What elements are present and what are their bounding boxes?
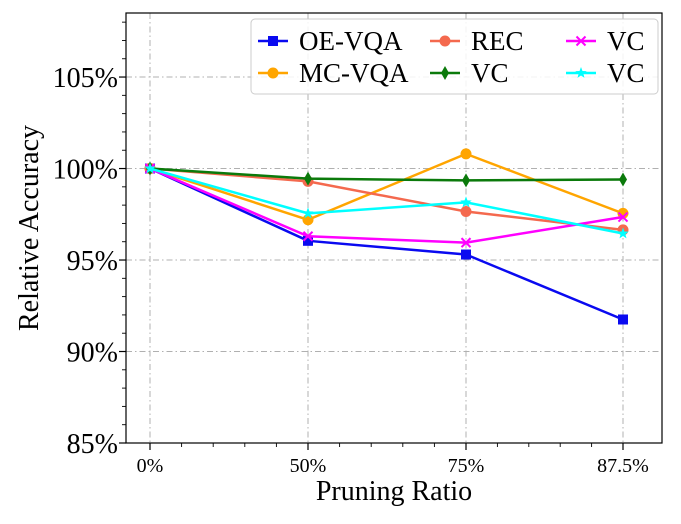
plot-series xyxy=(144,148,629,325)
legend-marker xyxy=(575,35,587,47)
series-line xyxy=(149,167,624,182)
legend-item: OE-VQA xyxy=(258,26,403,56)
legend-item: VC xyxy=(566,58,645,88)
x-tick-label: 87.5% xyxy=(597,455,649,477)
x-tick-label: 50% xyxy=(290,455,327,477)
legend-marker xyxy=(439,35,451,47)
legend-box xyxy=(250,18,659,95)
data-point xyxy=(302,207,314,219)
x-tick-label: 0% xyxy=(137,455,164,477)
data-point xyxy=(303,235,313,246)
legend-item: VC xyxy=(430,58,509,88)
axis-ticks: 0% 50% 75% 87.5% 85% 90% 95% 100% 105% xyxy=(53,21,649,477)
series-line xyxy=(149,167,624,321)
data-point xyxy=(304,171,312,186)
data-point xyxy=(460,206,472,218)
data-point xyxy=(460,237,472,248)
data-point xyxy=(460,148,472,160)
series-line xyxy=(149,167,624,235)
legend-marker xyxy=(268,36,278,46)
data-point xyxy=(617,227,629,239)
x-axis-label: Pruning Ratio xyxy=(316,476,472,507)
data-point xyxy=(144,162,156,174)
legend-label: REC xyxy=(471,26,524,56)
y-tick-label: 105% xyxy=(53,63,118,94)
legend-marker xyxy=(441,66,449,80)
x-tick-label: 75% xyxy=(448,455,485,477)
legend-marker xyxy=(267,67,279,79)
series-5 xyxy=(144,162,629,239)
legend-label: MC-VQA xyxy=(299,58,409,88)
legend-label: VC xyxy=(607,26,645,56)
legend-label: VC xyxy=(471,58,509,88)
series-line xyxy=(149,167,624,244)
plot-frame xyxy=(125,12,663,444)
data-point xyxy=(617,207,629,219)
data-point xyxy=(618,314,628,325)
y-tick-label: 90% xyxy=(67,338,118,369)
data-point xyxy=(302,231,314,242)
data-point xyxy=(619,172,627,187)
series-line xyxy=(149,152,624,222)
y-tick-label: 100% xyxy=(53,155,118,186)
data-point xyxy=(461,249,471,260)
data-point xyxy=(460,196,472,208)
y-axis-label: Relative Accuracy xyxy=(14,125,45,331)
legend-item: REC xyxy=(430,26,524,56)
data-point xyxy=(302,214,314,226)
legend-item: MC-VQA xyxy=(258,58,409,88)
series-line xyxy=(149,167,624,232)
data-point xyxy=(462,173,470,188)
legend-label: OE-VQA xyxy=(299,26,403,56)
data-point xyxy=(617,211,629,223)
legend-item: VC xyxy=(566,26,645,56)
y-tick-label: 95% xyxy=(67,246,118,277)
legend-marker xyxy=(575,67,587,78)
legend-label: VC xyxy=(607,58,645,88)
y-tick-label: 85% xyxy=(67,429,118,460)
